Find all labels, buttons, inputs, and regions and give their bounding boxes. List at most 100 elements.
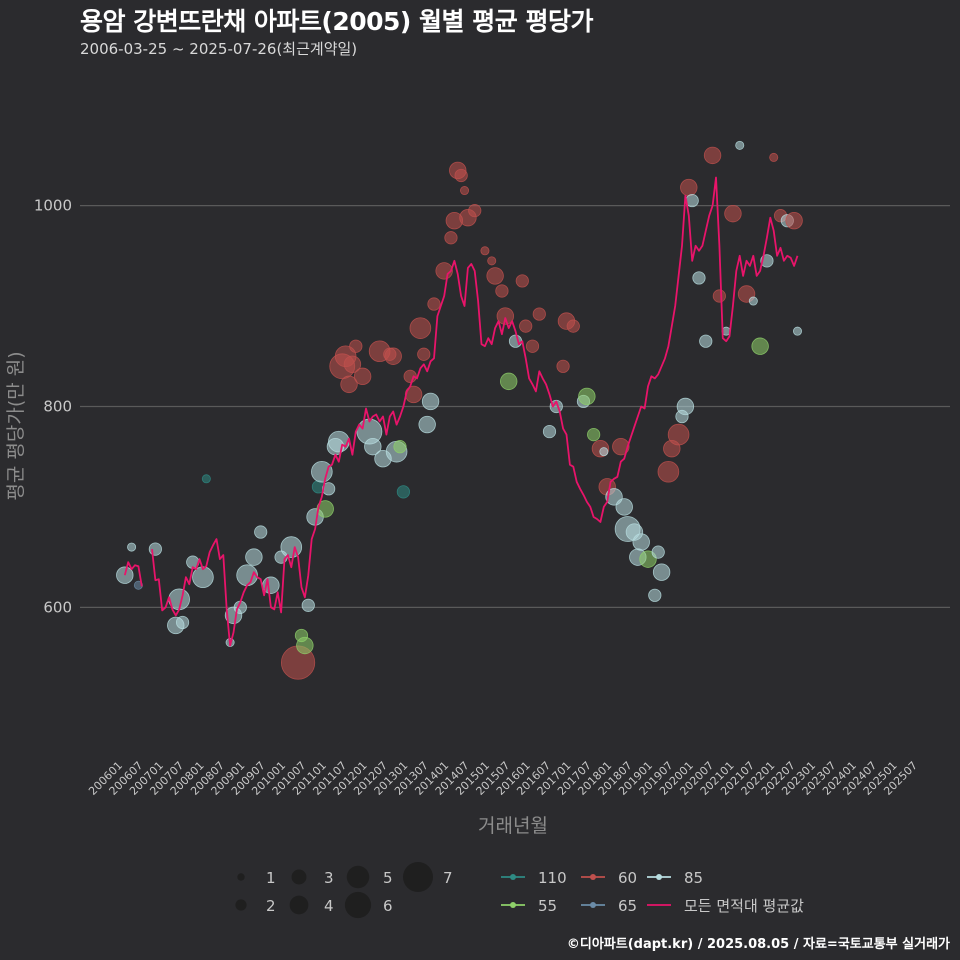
data-point-s60: [444, 231, 458, 245]
legend-series-label: 55: [538, 897, 557, 915]
legend-swatch-dot: [510, 902, 516, 908]
data-point-s85: [651, 545, 665, 559]
legend-size-label: 5: [383, 869, 393, 887]
data-point-s110: [201, 474, 211, 484]
data-point-s60: [384, 347, 402, 365]
chart-title: 용암 강변뜨란채 아파트(2005) 월별 평균 평당가: [80, 7, 593, 36]
legend-size-label: 4: [324, 897, 334, 915]
average-line: [151, 176, 799, 647]
data-point-s60: [487, 256, 497, 266]
legend-size-dot-3: [291, 869, 307, 885]
data-point-s85: [648, 588, 662, 602]
legend-series-label: 85: [684, 869, 703, 887]
data-point-s60: [785, 211, 803, 230]
y-tick-label: 1000: [34, 197, 72, 215]
data-point-s60: [612, 437, 630, 456]
legend-swatch-dot: [590, 874, 596, 880]
y-axis-ticks: 600 800 1000: [34, 197, 72, 617]
data-point-s85: [127, 542, 137, 552]
data-point-s85: [301, 598, 315, 612]
legend: 1 2 3 4 5 6 7 110 55 60 65 85 모든 면적대 평균값: [235, 861, 804, 919]
data-point-s85: [280, 536, 303, 558]
data-point-s60: [769, 152, 779, 162]
data-point-s85: [148, 542, 162, 556]
data-point-s60: [566, 319, 580, 333]
legend-size-dot-4: [289, 895, 309, 915]
data-point-s60: [712, 289, 726, 303]
data-point-s85: [599, 447, 609, 457]
data-point-s60: [353, 367, 372, 386]
legend-size-dot-5: [346, 865, 370, 889]
y-tick-label: 600: [43, 598, 72, 616]
legend-series-label: 모든 면적대 평균값: [684, 897, 804, 915]
data-point-s55: [500, 372, 518, 391]
legend-size-dot-7: [402, 861, 434, 893]
data-point-s60: [417, 347, 431, 361]
average-line-group: [123, 176, 799, 647]
data-point-s55: [393, 440, 407, 454]
legend-size-label: 6: [383, 897, 393, 915]
data-point-s60: [460, 186, 470, 196]
chart-subtitle: 2006-03-25 ~ 2025-07-26(최근계약일): [80, 40, 358, 58]
x-axis-ticks: 2006012006072007012007072008012008072009…: [86, 759, 920, 798]
data-point-s60: [349, 339, 363, 353]
legend-size-dot-6: [344, 891, 372, 919]
y-tick-label: 800: [43, 397, 72, 415]
data-point-s55: [296, 636, 314, 655]
legend-size-label: 1: [266, 869, 276, 887]
data-point-s85: [748, 296, 758, 306]
data-point-s60: [657, 460, 680, 483]
data-point-s55: [751, 337, 769, 355]
data-point-s85: [615, 498, 633, 516]
legend-swatch-dot: [656, 874, 662, 880]
data-point-s60: [667, 423, 690, 446]
data-point-s85: [421, 392, 440, 411]
data-point-s85: [364, 437, 382, 456]
data-point-s60: [496, 307, 515, 325]
data-point-s60: [343, 355, 362, 373]
data-point-s85: [311, 460, 333, 483]
data-point-s85: [175, 615, 190, 630]
scatter-points: [116, 140, 803, 680]
data-point-s60: [525, 339, 540, 353]
legend-series-label: 110: [538, 869, 567, 887]
data-point-s85: [792, 326, 802, 336]
data-point-s85: [652, 563, 671, 581]
data-point-s85: [735, 140, 745, 150]
data-point-s55: [587, 427, 601, 442]
legend-swatch-dot: [510, 874, 516, 880]
data-point-s60: [532, 307, 546, 321]
data-point-s60: [680, 178, 698, 197]
y-axis-title: 평균 평당가(만 원): [5, 351, 27, 500]
footer-credit: ©디아파트(dapt.kr) / 2025.08.05 / 자료=국토교통부 실…: [566, 937, 950, 952]
data-point-s60: [427, 297, 441, 311]
data-point-s60: [454, 168, 468, 183]
legend-size-dot-1: [237, 873, 245, 881]
data-point-s85: [699, 334, 713, 348]
data-point-s85: [116, 566, 134, 584]
legend-swatch-dot: [590, 902, 596, 908]
legend-size-label: 3: [324, 869, 334, 887]
grid-lines: [80, 205, 950, 608]
data-point-s85: [245, 548, 263, 566]
data-point-s85: [254, 525, 268, 539]
data-point-s85: [542, 424, 557, 439]
data-point-s85: [632, 533, 650, 551]
data-point-s85: [676, 397, 695, 416]
data-point-s60: [495, 284, 509, 298]
data-point-s55: [639, 550, 657, 568]
data-point-s110: [396, 485, 410, 499]
data-point-s60: [515, 274, 529, 288]
data-point-s85: [236, 564, 258, 587]
data-point-s60: [340, 375, 358, 394]
data-point-s85: [508, 334, 523, 348]
data-point-s60: [556, 359, 570, 373]
legend-size-label: 2: [266, 897, 276, 915]
data-point-s60: [409, 317, 432, 339]
data-point-s85: [328, 430, 350, 453]
legend-size-label: 7: [443, 869, 453, 887]
x-axis-title: 거래년월: [478, 815, 548, 837]
data-point-s60: [480, 246, 490, 256]
data-point-s60: [486, 267, 504, 285]
